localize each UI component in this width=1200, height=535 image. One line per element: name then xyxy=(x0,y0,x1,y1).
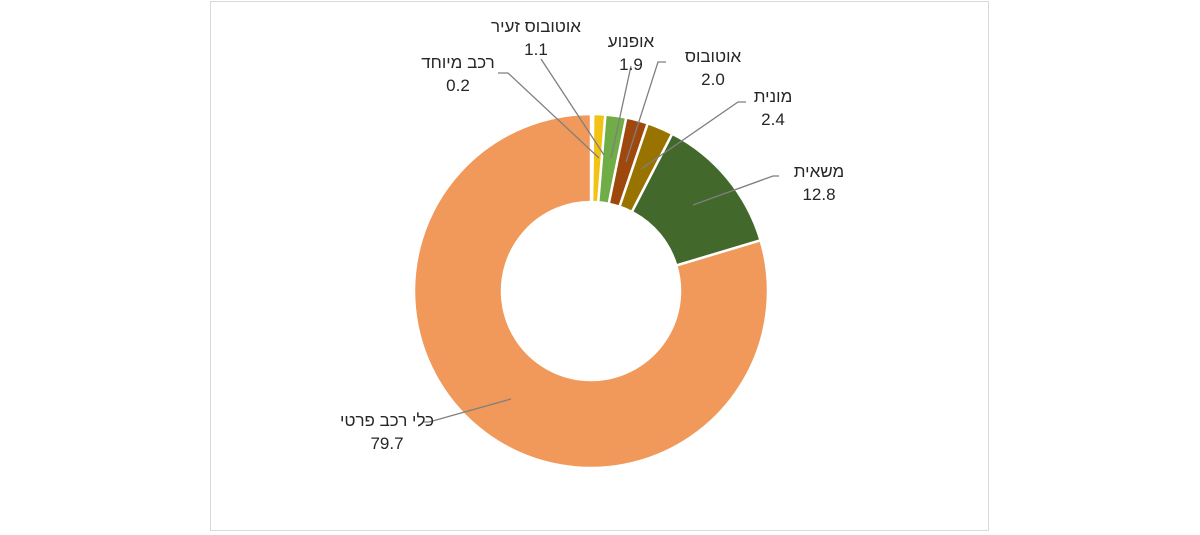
slice-label-name-2: אופנוע xyxy=(608,32,655,51)
slice-label-name-0: רכב מיוחד xyxy=(421,53,495,72)
chart-frame: רכב מיוחד 0.2 אוטובוס זעיר 1.1 אופנוע 1.9 אוטו… xyxy=(210,1,989,531)
slice-label-name-6: כלי רכב פרטי xyxy=(340,411,434,430)
slice-label-value-4: 2.4 xyxy=(761,110,785,129)
leader-line-5 xyxy=(692,175,779,206)
data-labels: רכב מיוחד 0.2 אוטובוס זעיר 1.1 אופנוע 1.9 אוטו… xyxy=(340,17,844,453)
slice-label-name-3: אוטובוס xyxy=(685,47,742,66)
slice-label-name-4: מונית xyxy=(754,87,793,106)
slice-label-value-3: 2.0 xyxy=(701,70,725,89)
leader-line-1 xyxy=(540,58,605,156)
leader-line-0 xyxy=(498,72,600,159)
leader-line-4 xyxy=(640,101,746,170)
slice-label-name-5: משאית xyxy=(794,162,844,181)
donut-chart: רכב מיוחד 0.2 אוטובוס זעיר 1.1 אופנוע 1.9 אוטו… xyxy=(340,17,844,470)
leader-lines xyxy=(424,58,779,423)
slice-label-name-1: אוטובוס זעיר xyxy=(491,17,581,36)
slice-label-value-2: 1.9 xyxy=(619,55,643,74)
slice-label-value-5: 12.8 xyxy=(802,185,835,204)
slice-6 xyxy=(412,112,770,470)
leader-line-2 xyxy=(610,65,632,159)
slice-label-value-6: 79.7 xyxy=(370,434,403,453)
slice-label-value-0: 0.2 xyxy=(446,76,470,95)
leader-line-3 xyxy=(625,61,666,163)
slice-label-value-1: 1.1 xyxy=(524,40,548,59)
donut-slices xyxy=(412,112,770,470)
leader-line-6 xyxy=(424,398,512,423)
